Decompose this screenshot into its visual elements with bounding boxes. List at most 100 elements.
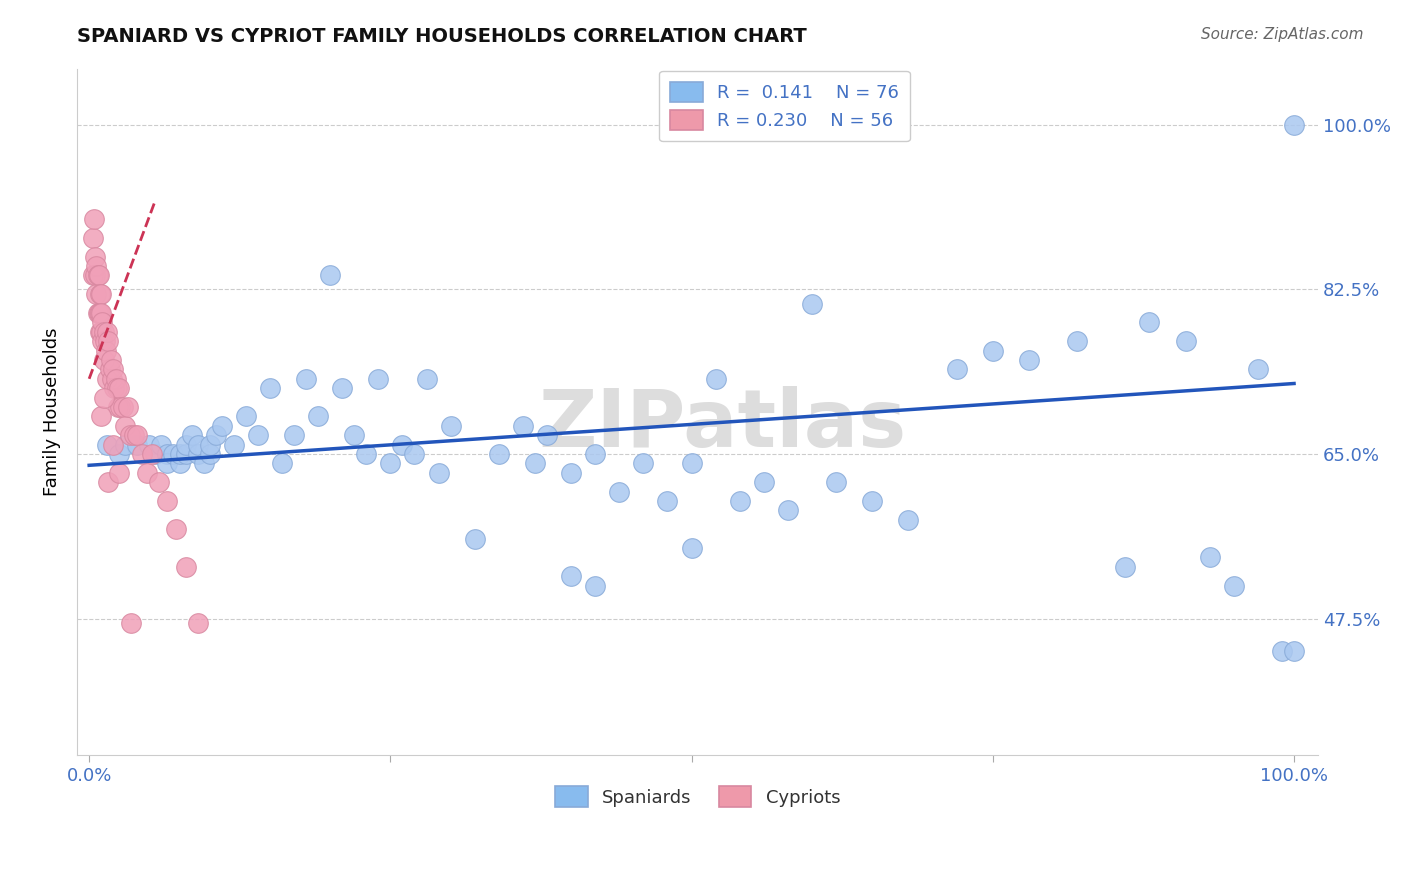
- Point: [105, 381, 128, 395]
- Point: [174, 559, 197, 574]
- Point: [1223, 579, 1246, 593]
- Point: [110, 400, 132, 414]
- Point: [211, 418, 233, 433]
- Point: [897, 513, 920, 527]
- Point: [222, 437, 245, 451]
- Point: [86, 287, 108, 301]
- Point: [90, 306, 112, 320]
- Point: [1066, 334, 1088, 349]
- Point: [100, 353, 122, 368]
- Point: [204, 428, 226, 442]
- Text: Source: ZipAtlas.com: Source: ZipAtlas.com: [1201, 27, 1364, 42]
- Point: [97, 475, 120, 490]
- Point: [96, 437, 118, 451]
- Point: [86, 306, 108, 320]
- Point: [86, 259, 108, 273]
- Point: [131, 447, 153, 461]
- Point: [90, 325, 112, 339]
- Point: [246, 428, 269, 442]
- Point: [127, 428, 149, 442]
- Point: [439, 418, 461, 433]
- Point: [94, 334, 117, 349]
- Point: [860, 494, 883, 508]
- Point: [101, 372, 124, 386]
- Point: [464, 532, 486, 546]
- Point: [583, 447, 606, 461]
- Point: [84, 250, 107, 264]
- Point: [103, 381, 125, 395]
- Point: [1247, 362, 1270, 376]
- Text: ZIPatlas: ZIPatlas: [538, 386, 907, 465]
- Point: [127, 437, 149, 451]
- Point: [103, 437, 125, 451]
- Point: [319, 268, 342, 283]
- Point: [523, 457, 546, 471]
- Point: [96, 372, 118, 386]
- Point: [162, 447, 184, 461]
- Point: [120, 428, 142, 442]
- Point: [117, 400, 139, 414]
- Point: [89, 325, 111, 339]
- Point: [198, 447, 221, 461]
- Point: [681, 541, 703, 555]
- Point: [169, 457, 191, 471]
- Point: [165, 522, 187, 536]
- Point: [295, 372, 318, 386]
- Point: [180, 428, 202, 442]
- Point: [98, 362, 121, 376]
- Point: [415, 372, 437, 386]
- Point: [776, 503, 799, 517]
- Point: [427, 466, 450, 480]
- Point: [330, 381, 353, 395]
- Point: [122, 428, 145, 442]
- Point: [87, 306, 110, 320]
- Y-axis label: Family Households: Family Households: [44, 327, 60, 496]
- Text: SPANIARD VS CYPRIOT FAMILY HOUSEHOLDS CORRELATION CHART: SPANIARD VS CYPRIOT FAMILY HOUSEHOLDS CO…: [77, 27, 807, 45]
- Point: [108, 381, 131, 395]
- Point: [1139, 315, 1161, 329]
- Point: [801, 296, 824, 310]
- Point: [150, 437, 173, 451]
- Point: [148, 475, 170, 490]
- Legend: Spaniards, Cypriots: Spaniards, Cypriots: [548, 780, 848, 814]
- Point: [825, 475, 848, 490]
- Point: [380, 457, 402, 471]
- Point: [560, 569, 582, 583]
- Point: [111, 400, 134, 414]
- Point: [141, 447, 163, 461]
- Point: [108, 466, 131, 480]
- Point: [104, 372, 127, 386]
- Point: [82, 231, 104, 245]
- Point: [583, 579, 606, 593]
- Point: [271, 457, 294, 471]
- Point: [367, 372, 389, 386]
- Point: [86, 268, 108, 283]
- Point: [356, 447, 378, 461]
- Point: [488, 447, 510, 461]
- Point: [120, 616, 142, 631]
- Point: [108, 447, 131, 461]
- Point: [87, 268, 110, 283]
- Point: [560, 466, 582, 480]
- Point: [607, 484, 630, 499]
- Point: [193, 457, 215, 471]
- Point: [96, 325, 118, 339]
- Point: [97, 334, 120, 349]
- Point: [945, 362, 967, 376]
- Point: [107, 400, 129, 414]
- Point: [343, 428, 366, 442]
- Point: [283, 428, 305, 442]
- Point: [138, 437, 160, 451]
- Point: [93, 325, 115, 339]
- Point: [512, 418, 534, 433]
- Point: [681, 457, 703, 471]
- Point: [536, 428, 558, 442]
- Point: [391, 437, 413, 451]
- Point: [136, 466, 159, 480]
- Point: [84, 268, 107, 283]
- Point: [633, 457, 655, 471]
- Point: [169, 447, 191, 461]
- Point: [114, 418, 136, 433]
- Point: [752, 475, 775, 490]
- Point: [1174, 334, 1197, 349]
